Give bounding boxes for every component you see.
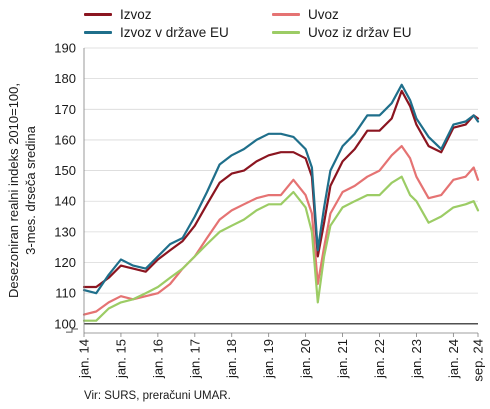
- series-line-3: [82, 175, 480, 322]
- x-tick-label-1: jan. 15: [113, 339, 128, 379]
- x-tick-label-8: jan. 22: [372, 339, 387, 379]
- y-axis-break-symbol: [66, 328, 78, 333]
- grid-lines: [84, 47, 478, 325]
- axes: [66, 48, 479, 337]
- legend: Izvoz Uvoz Izvoz v države EU Uvoz iz drž…: [0, 4, 490, 44]
- y-tick-label-120: 120: [54, 255, 76, 270]
- source-note: Vir: SURS, preračuni UMAR.: [84, 390, 231, 402]
- y-tick-label-170: 170: [54, 102, 76, 117]
- x-tick-label-7: jan. 21: [335, 339, 350, 379]
- y-tick-label-180: 180: [54, 71, 76, 86]
- x-tick-label-3: jan. 17: [187, 339, 202, 379]
- y-tick-labels: 100 110 120 130 140 150 160 170 180 190: [54, 41, 76, 332]
- x-tick-label-10: jan. 24: [446, 339, 461, 379]
- y-tick-label-100: 100: [54, 316, 76, 331]
- legend-swatch-izvoz: [84, 12, 112, 16]
- legend-label-uvoz: Uvoz: [308, 6, 339, 22]
- x-tick-labels: jan. 14 jan. 15 jan. 16 jan. 17 jan. 18 jan. …: [77, 339, 486, 382]
- y-tick-label-140: 140: [54, 194, 76, 209]
- x-tick-label-11: sep. 24: [471, 339, 486, 382]
- y-tick-label-130: 130: [54, 224, 76, 239]
- legend-swatch-izvoz-eu: [84, 30, 112, 34]
- y-tick-label-110: 110: [55, 286, 76, 301]
- legend-item-izvoz: Izvoz: [84, 6, 152, 22]
- y-axis-label-line-0: Desezoniran realni indeks 2010=100,: [6, 83, 21, 298]
- legend-item-uvoz-eu: Uvoz iz držav EU: [272, 24, 412, 40]
- series-line-0: [82, 89, 480, 289]
- legend-label-izvoz-eu: Izvoz v države EU: [120, 24, 229, 40]
- legend-label-izvoz: Izvoz: [120, 6, 152, 22]
- series-line-1: [82, 145, 480, 316]
- legend-swatch-uvoz-eu: [272, 30, 300, 34]
- x-tick-label-4: jan. 18: [224, 339, 239, 379]
- y-axis-label-line-1: 3-mes. drseča sredina: [23, 125, 38, 254]
- x-tick-label-2: jan. 16: [150, 339, 165, 379]
- y-axis-label: Desezoniran realni indeks 2010=100, 3-mes…: [6, 83, 38, 298]
- x-tick-label-5: jan. 19: [261, 339, 276, 379]
- legend-swatch-uvoz: [272, 12, 300, 16]
- y-tick-label-190: 190: [54, 41, 76, 56]
- legend-label-uvoz-eu: Uvoz iz držav EU: [308, 24, 412, 40]
- legend-item-uvoz: Uvoz: [272, 6, 339, 22]
- legend-item-izvoz-eu: Izvoz v države EU: [84, 24, 229, 40]
- x-tick-label-9: jan. 23: [409, 339, 424, 379]
- series-lines: [82, 83, 480, 322]
- y-tick-label-160: 160: [54, 132, 76, 147]
- y-tick-label-150: 150: [54, 163, 76, 178]
- x-tick-label-0: jan. 14: [77, 339, 92, 379]
- series-line-2: [82, 83, 480, 295]
- x-tick-label-6: jan. 20: [298, 339, 313, 379]
